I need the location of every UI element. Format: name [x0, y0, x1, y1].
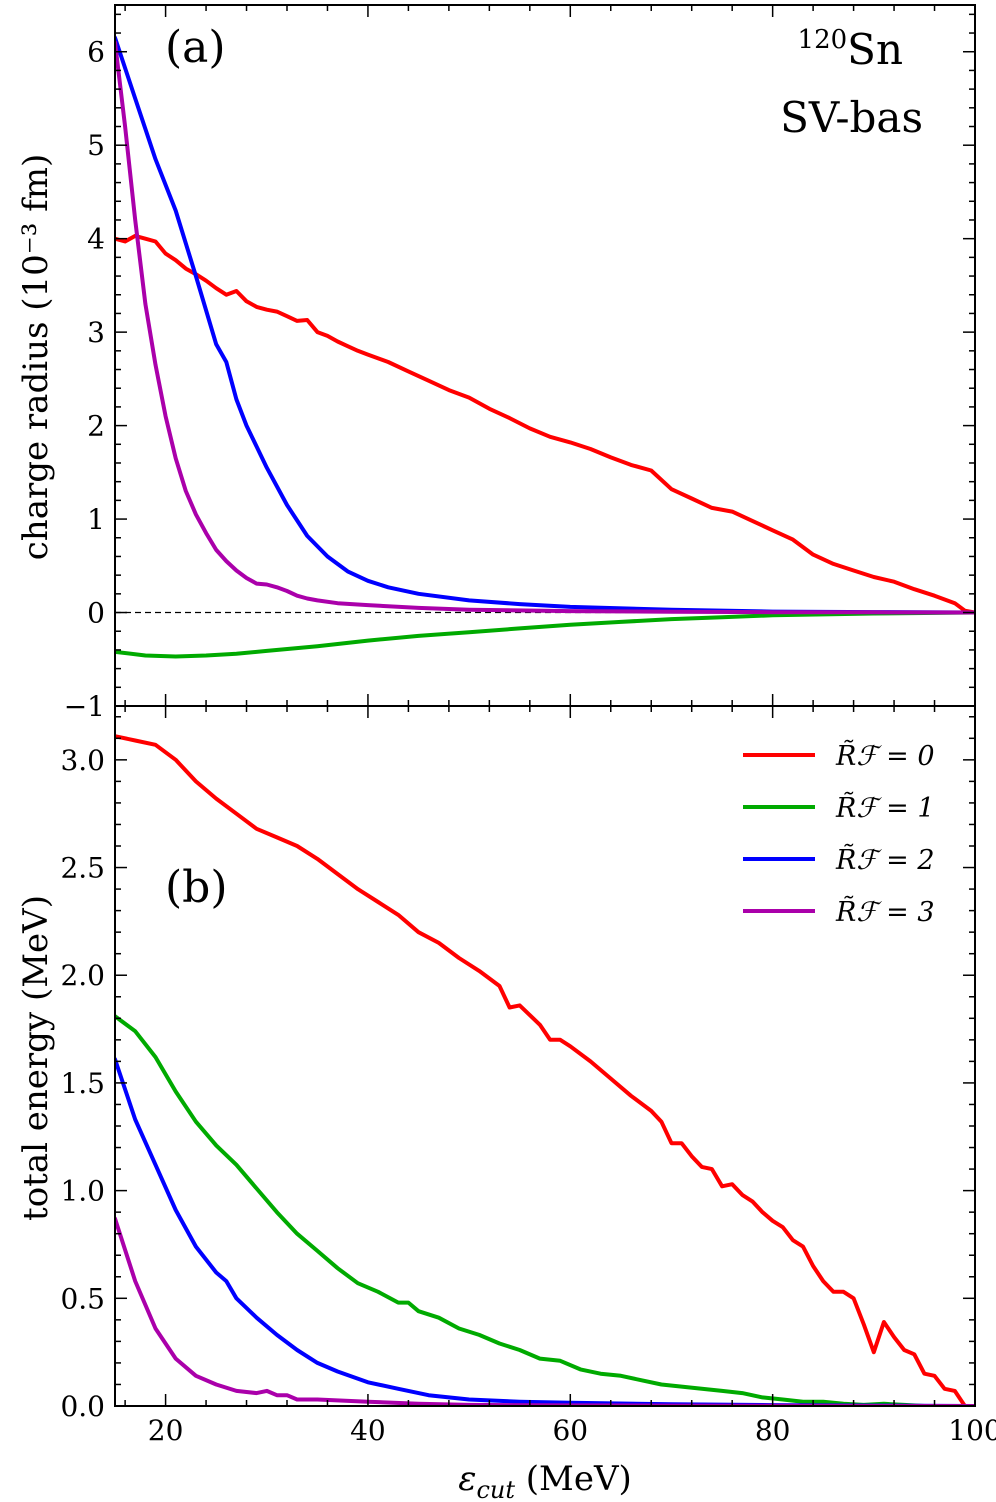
legend-label-rf3: R̃ℱ = 3	[835, 895, 935, 928]
y-tick-label: 6	[87, 36, 105, 69]
panel-b-label: (b)	[165, 862, 228, 913]
x-tick-label: 100	[948, 1414, 996, 1447]
panel-a-label: (a)	[165, 22, 226, 73]
series-line-b-rf0	[115, 734, 975, 1406]
y-tick-label: 0.5	[60, 1282, 105, 1315]
y-tick-label: 1	[87, 503, 105, 536]
series-line-a-rf3	[115, 40, 975, 615]
y-tick-label: −1	[64, 690, 105, 723]
y-axis-label-b: total energy (MeV)	[16, 895, 56, 1221]
x-axis-subscript: cut	[476, 1476, 515, 1502]
y-tick-label: 1.5	[60, 1067, 105, 1100]
x-axis-label: εcut (MeV)	[458, 1459, 632, 1502]
legend-label-rf1: R̃ℱ = 1	[835, 791, 935, 824]
series-line-a-rf0	[115, 233, 975, 615]
y-tick-label: 0	[87, 597, 105, 630]
series-line-b-rf1	[115, 1014, 975, 1406]
y-tick-label: 3.0	[60, 744, 105, 777]
series-line-b-rf2	[115, 1057, 975, 1406]
x-tick-label: 20	[148, 1414, 184, 1447]
series-line-b-rf3	[115, 1216, 975, 1406]
functional-annotation: SV-bas	[780, 93, 923, 142]
y-tick-label: 1.0	[60, 1175, 105, 1208]
y-tick-label: 2.5	[60, 852, 105, 885]
y-axis-label-a: charge radius (10⁻³ fm)	[16, 154, 56, 560]
legend-label-rf0: R̃ℱ = 0	[835, 739, 935, 772]
legend-label-rf2: R̃ℱ = 2	[835, 843, 935, 876]
y-tick-label: 3	[87, 316, 105, 349]
y-tick-label: 2	[87, 410, 105, 443]
y-tick-label: 4	[87, 223, 105, 256]
legend: R̃ℱ = 0 R̃ℱ = 1 R̃ℱ = 2 R̃ℱ = 3	[743, 739, 935, 928]
x-axis-symbol: ε	[458, 1459, 476, 1499]
isotope-symbol: Sn	[847, 25, 903, 74]
y-tick-label: 0.0	[60, 1390, 105, 1423]
x-tick-label: 40	[350, 1414, 386, 1447]
x-tick-label: 80	[755, 1414, 791, 1447]
isotope-mass: 120	[798, 25, 848, 55]
y-tick-label: 5	[87, 129, 105, 162]
plot-frame-b	[114, 705, 976, 1407]
x-tick-label: 60	[552, 1414, 588, 1447]
series-line-a-rf1	[115, 610, 975, 659]
series-line-a-rf2	[115, 35, 975, 615]
panel-a: −1 0 1 2 3 4 5 6	[64, 4, 976, 723]
x-axis-unit: (MeV)	[515, 1459, 632, 1499]
isotope-annotation: 120Sn	[798, 25, 903, 74]
panel-b: 0.0 0.5 1.0 1.5 2.0 2.5 3.0 20 40 60 80 100	[60, 705, 996, 1447]
y-tick-label: 2.0	[60, 959, 105, 992]
